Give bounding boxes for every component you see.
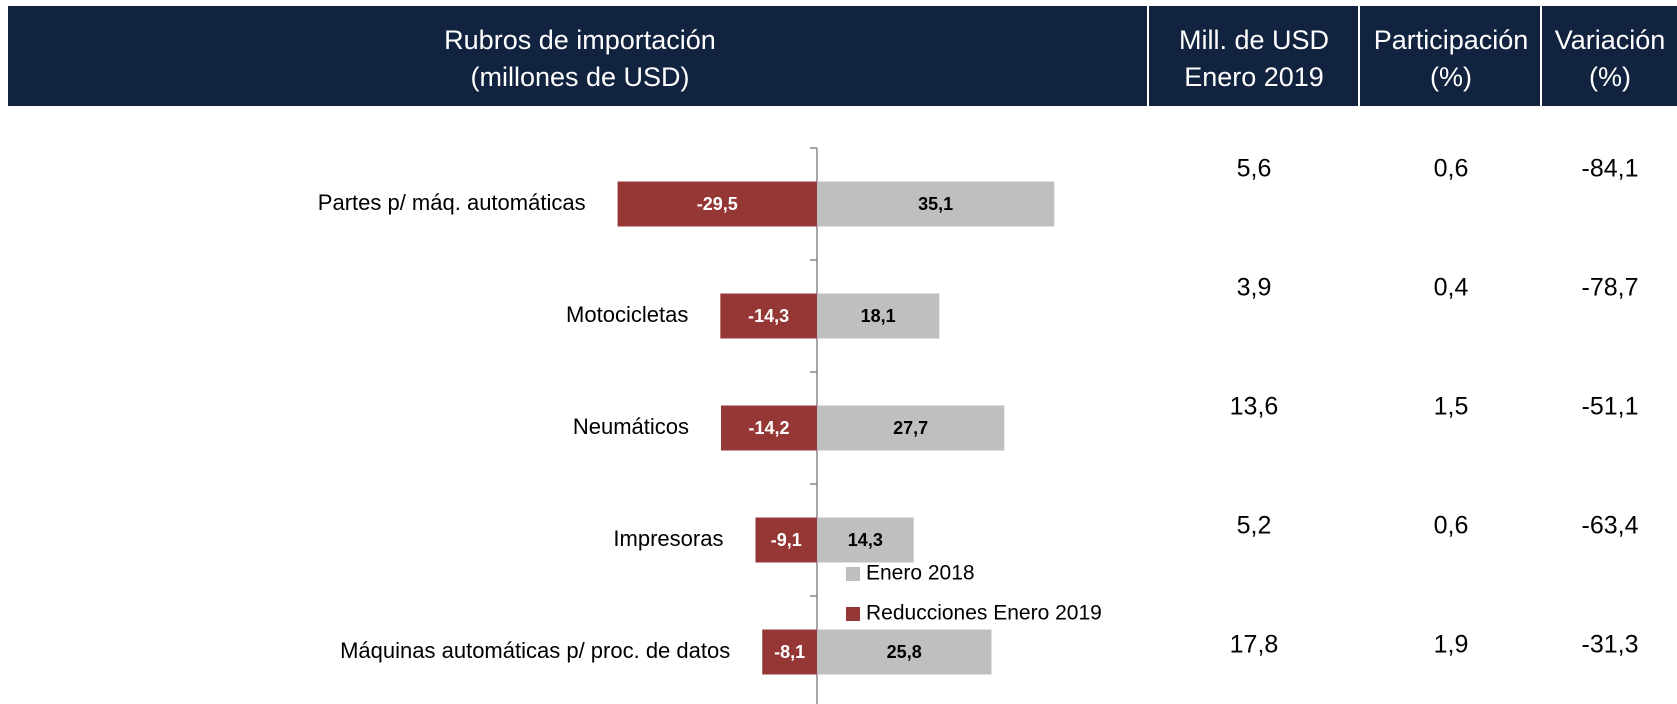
table-cell: -31,3 — [1582, 631, 1639, 659]
column-header: Variación — [1555, 25, 1666, 55]
bar — [721, 405, 817, 451]
category-label: Neumáticos — [573, 414, 689, 439]
column-header: (%) — [1430, 62, 1472, 92]
data-label: 35,1 — [918, 194, 953, 214]
bar — [720, 293, 817, 339]
column-header: (%) — [1589, 62, 1631, 92]
table-cell: -84,1 — [1582, 155, 1639, 183]
data-label: -29,5 — [697, 194, 738, 214]
table-cell: 5,2 — [1237, 512, 1272, 540]
data-label: 18,1 — [861, 306, 896, 326]
header-bar — [8, 6, 1677, 106]
bar — [617, 181, 817, 227]
table-cell: 3,9 — [1237, 274, 1272, 302]
table-cell: -51,1 — [1582, 393, 1639, 421]
table-cell: -63,4 — [1582, 512, 1639, 540]
bar — [817, 293, 940, 339]
data-label: -14,3 — [748, 306, 789, 326]
column-header: Participación — [1374, 25, 1529, 55]
data-label: 25,8 — [887, 642, 922, 662]
table-cell: 1,5 — [1434, 393, 1469, 421]
table-cell: -78,7 — [1582, 274, 1639, 302]
bar — [762, 629, 817, 675]
table-cell: 0,6 — [1434, 512, 1469, 540]
table-cell: 5,6 — [1237, 155, 1272, 183]
table-cell: 0,6 — [1434, 155, 1469, 183]
column-header: (millones de USD) — [470, 62, 689, 92]
category-label: Partes p/ máq. automáticas — [318, 190, 586, 215]
column-header: Rubros de importación — [444, 25, 716, 55]
legend-label: Reducciones Enero 2019 — [866, 602, 1102, 625]
table-cell: 0,4 — [1434, 274, 1469, 302]
bar — [755, 517, 817, 563]
category-label: Máquinas automáticas p/ proc. de datos — [340, 638, 730, 663]
legend-swatch — [846, 607, 860, 621]
bar — [817, 517, 914, 563]
bar — [817, 629, 992, 675]
category-label: Motocicletas — [566, 302, 688, 327]
data-label: -14,2 — [748, 418, 789, 438]
table-cell: 17,8 — [1230, 631, 1279, 659]
data-label: 14,3 — [848, 530, 883, 550]
table-cell: 13,6 — [1230, 393, 1279, 421]
legend-swatch — [846, 567, 860, 581]
column-header: Enero 2019 — [1184, 62, 1324, 92]
table-cell: 1,9 — [1434, 631, 1469, 659]
data-label: 27,7 — [893, 418, 928, 438]
data-label: -9,1 — [771, 530, 802, 550]
data-label: -8,1 — [774, 642, 805, 662]
bar — [817, 405, 1005, 451]
bar — [817, 181, 1055, 227]
column-header: Mill. de USD — [1179, 25, 1329, 55]
legend-label: Enero 2018 — [866, 562, 975, 585]
category-label: Impresoras — [613, 526, 723, 551]
